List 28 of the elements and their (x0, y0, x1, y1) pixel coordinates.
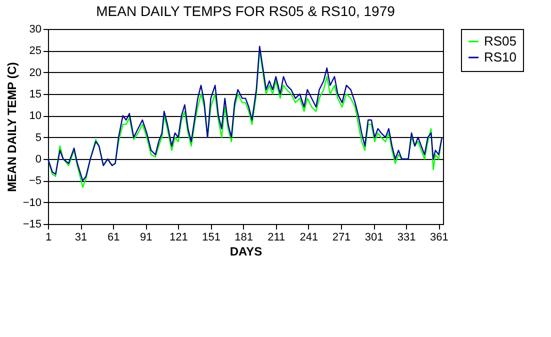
y-axis-title: MEAN DAILY TEMP (C) (4, 62, 19, 192)
y-tick-label: 20 (29, 66, 42, 79)
legend-label: RS05 (484, 34, 517, 48)
x-tick-label: 241 (300, 232, 318, 244)
x-tick-label: 61 (107, 232, 120, 244)
y-tick-label: −5 (28, 175, 42, 188)
y-tick-label: 10 (29, 110, 42, 122)
x-tick-label: 361 (430, 232, 448, 244)
x-tick-label: 91 (140, 232, 152, 244)
x-tick-label: 301 (364, 232, 384, 244)
x-tick-label: 121 (170, 232, 188, 244)
legend-label: RS10 (484, 50, 517, 64)
x-tick-label: 271 (332, 232, 351, 244)
x-tick-label: 211 (268, 232, 286, 244)
y-tick-label: 15 (29, 88, 42, 100)
y-tick-label: −15 (22, 218, 42, 230)
x-tick-label: 151 (202, 232, 220, 244)
x-tick-label: 1 (45, 232, 52, 244)
chart-title: MEAN DAILY TEMPS FOR RS05 & RS10, 1979 (96, 3, 396, 19)
y-tick-label: −10 (22, 196, 42, 209)
x-tick-label: 181 (234, 232, 254, 244)
x-tick-label: 331 (397, 232, 416, 244)
y-tick-label: 5 (35, 132, 42, 144)
x-axis-title: DAYS (230, 244, 262, 258)
y-tick-label: 25 (29, 45, 42, 58)
y-tick-label: 30 (29, 24, 42, 36)
y-tick-label: 0 (35, 154, 42, 166)
x-tick-label: 31 (74, 232, 88, 244)
